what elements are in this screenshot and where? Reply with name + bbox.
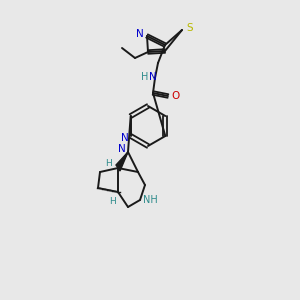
Text: N: N bbox=[149, 72, 157, 82]
Text: H: H bbox=[105, 158, 111, 167]
Text: N: N bbox=[118, 144, 126, 154]
Text: N: N bbox=[136, 29, 144, 39]
Text: N: N bbox=[121, 133, 129, 143]
Polygon shape bbox=[116, 152, 128, 171]
Text: H: H bbox=[110, 197, 116, 206]
Text: O: O bbox=[171, 91, 179, 101]
Text: S: S bbox=[187, 23, 193, 33]
Text: NH: NH bbox=[142, 195, 158, 205]
Text: H: H bbox=[141, 72, 149, 82]
